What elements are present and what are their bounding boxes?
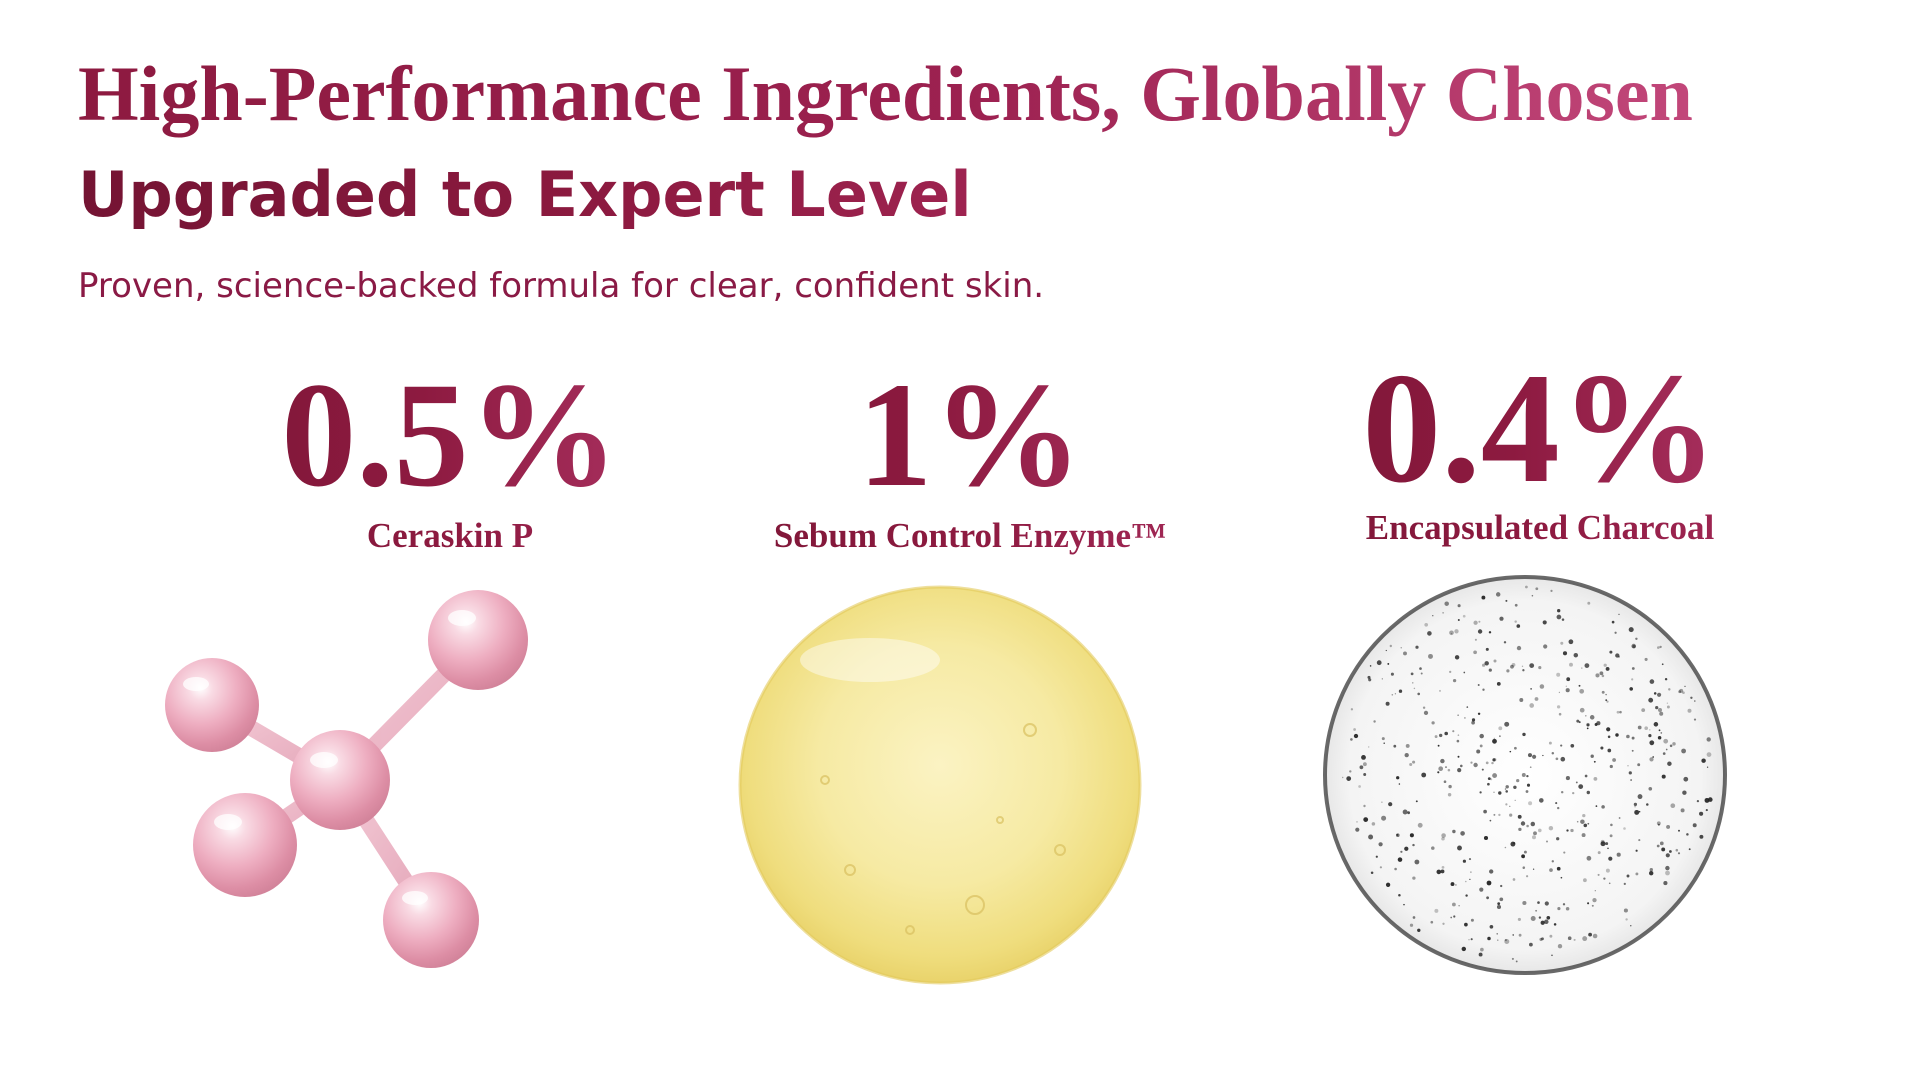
ingredient-percent: 0.4%: [1260, 348, 1820, 510]
tagline: Proven, science-backed formula for clear…: [78, 266, 1045, 306]
page-subtitle: Upgraded to Expert Level: [78, 150, 972, 240]
molecule-icon: [165, 590, 528, 968]
ingredient-percent: 0.5%: [170, 360, 730, 510]
ingredient-name: Encapsulated Charcoal: [1260, 506, 1820, 550]
ingredient-percent: 1%: [690, 360, 1250, 510]
page-title: High-Performance Ingredients, Globally C…: [78, 44, 1693, 144]
ingredient-sebum-enzyme: 1% Sebum Control Enzyme™: [690, 360, 1250, 558]
ingredient-ceraskin: 0.5% Ceraskin P: [170, 360, 730, 558]
charcoal-gel-drop: [1323, 575, 1727, 975]
yellow-gel-drop: [738, 585, 1142, 985]
ingredient-name: Sebum Control Enzyme™: [690, 514, 1250, 558]
ingredient-charcoal: 0.4% Encapsulated Charcoal: [1260, 348, 1820, 550]
ingredient-name: Ceraskin P: [170, 514, 730, 558]
